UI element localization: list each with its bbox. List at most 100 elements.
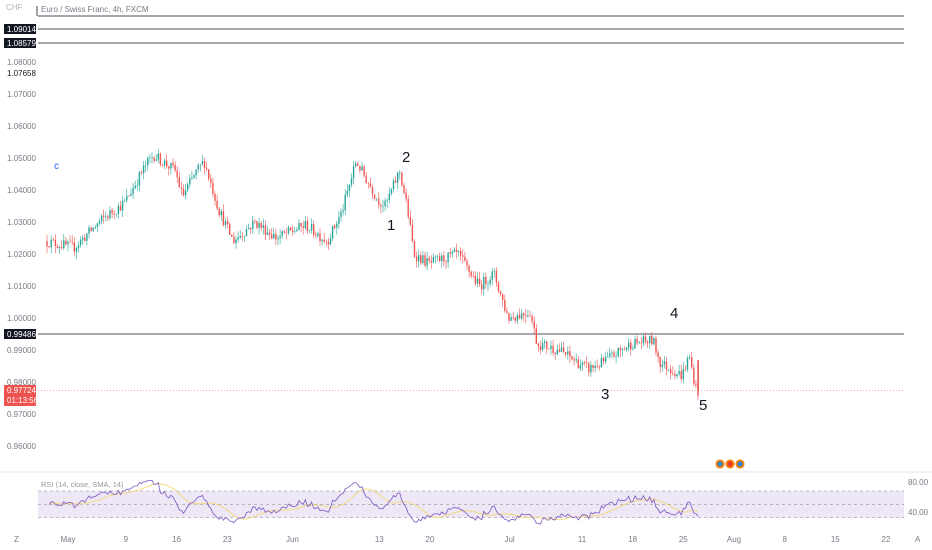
zoom-button[interactable]: Z bbox=[14, 535, 19, 544]
candle bbox=[554, 353, 556, 354]
candle bbox=[226, 221, 229, 224]
candle bbox=[667, 369, 670, 371]
candle bbox=[439, 256, 441, 262]
candle bbox=[149, 157, 151, 159]
event-markers[interactable] bbox=[715, 459, 745, 469]
candle bbox=[222, 211, 225, 225]
candle bbox=[445, 261, 447, 263]
candle bbox=[518, 315, 521, 319]
candle bbox=[170, 162, 172, 169]
candle bbox=[691, 357, 693, 368]
candle bbox=[508, 313, 510, 321]
candle bbox=[630, 342, 632, 350]
candle bbox=[609, 353, 611, 357]
candle bbox=[334, 225, 336, 228]
candle bbox=[65, 240, 67, 245]
time-tick-label: Aug bbox=[727, 535, 741, 544]
time-tick-label: 20 bbox=[426, 535, 435, 544]
candle bbox=[54, 239, 57, 247]
candle bbox=[310, 224, 313, 231]
candle bbox=[96, 223, 99, 227]
candle bbox=[184, 190, 187, 196]
candle bbox=[575, 359, 577, 361]
candle bbox=[266, 232, 269, 235]
candle bbox=[386, 199, 388, 201]
candle bbox=[533, 321, 535, 329]
svg-text:0.97724: 0.97724 bbox=[7, 386, 36, 395]
candle bbox=[539, 346, 542, 351]
candle bbox=[113, 213, 115, 215]
candle bbox=[684, 369, 687, 370]
candle bbox=[147, 157, 149, 166]
candle bbox=[279, 235, 281, 239]
price-tick-label: 0.97000 bbox=[7, 410, 36, 419]
candle bbox=[313, 224, 315, 235]
candle bbox=[392, 180, 395, 190]
level-price-tag[interactable]: 0.99486 bbox=[4, 329, 36, 339]
auto-scale-button[interactable]: A bbox=[915, 535, 921, 544]
price-tag-2[interactable]: 1.08579 bbox=[4, 38, 36, 48]
candle bbox=[676, 374, 678, 377]
candle bbox=[210, 178, 212, 183]
candle bbox=[455, 249, 458, 252]
candle bbox=[340, 211, 342, 218]
candle bbox=[138, 172, 141, 186]
candle bbox=[430, 260, 432, 263]
candle bbox=[329, 238, 332, 245]
rsi-tick-40: 40.00 bbox=[908, 508, 929, 517]
candle bbox=[394, 180, 397, 183]
svg-text:01:13:56: 01:13:56 bbox=[7, 396, 39, 405]
candle bbox=[615, 356, 617, 357]
candle bbox=[523, 313, 525, 316]
candle bbox=[140, 172, 143, 174]
candle bbox=[67, 241, 69, 245]
last-price-tag[interactable]: 0.97724 01:13:56 bbox=[4, 385, 39, 406]
price-tick-label: 0.96000 bbox=[7, 442, 36, 451]
candle bbox=[651, 335, 653, 345]
candle bbox=[235, 239, 237, 244]
candle bbox=[600, 357, 603, 368]
candle bbox=[126, 195, 128, 201]
candle bbox=[497, 282, 500, 292]
candle bbox=[195, 169, 197, 176]
candle bbox=[495, 270, 498, 283]
candle bbox=[464, 256, 466, 261]
candle bbox=[359, 166, 361, 171]
event-flag-icon bbox=[727, 461, 733, 467]
candle bbox=[201, 161, 204, 165]
candle bbox=[245, 229, 248, 237]
candle bbox=[277, 238, 279, 240]
candle bbox=[285, 232, 288, 234]
rsi-legend[interactable]: RSI (14, close, SMA, 14) bbox=[41, 480, 124, 489]
time-tick-label: 25 bbox=[679, 535, 688, 544]
candle bbox=[69, 241, 71, 243]
candle bbox=[199, 164, 201, 165]
candle bbox=[560, 347, 563, 352]
candle bbox=[447, 252, 449, 263]
candle bbox=[176, 170, 178, 178]
svg-text:1.08579: 1.08579 bbox=[7, 39, 36, 48]
candle bbox=[558, 349, 561, 352]
candle bbox=[592, 364, 594, 368]
wave-label-c: c bbox=[54, 161, 59, 172]
candle bbox=[243, 236, 246, 237]
time-tick-label: 13 bbox=[375, 535, 384, 544]
candle bbox=[371, 187, 374, 195]
candle bbox=[327, 242, 330, 245]
svg-text:1.09014: 1.09014 bbox=[7, 25, 36, 34]
price-tag-1[interactable]: 1.09014 bbox=[4, 24, 36, 34]
candle bbox=[470, 272, 472, 276]
candle bbox=[187, 184, 189, 191]
candle bbox=[233, 236, 235, 244]
candle bbox=[161, 164, 164, 166]
candle bbox=[357, 163, 359, 166]
candle bbox=[88, 227, 90, 234]
candle bbox=[134, 185, 136, 189]
candle bbox=[373, 194, 376, 199]
candle bbox=[369, 183, 372, 188]
candle bbox=[283, 231, 285, 233]
candle bbox=[604, 357, 607, 362]
candle bbox=[256, 221, 258, 228]
candle bbox=[159, 153, 162, 165]
candle bbox=[636, 338, 638, 344]
